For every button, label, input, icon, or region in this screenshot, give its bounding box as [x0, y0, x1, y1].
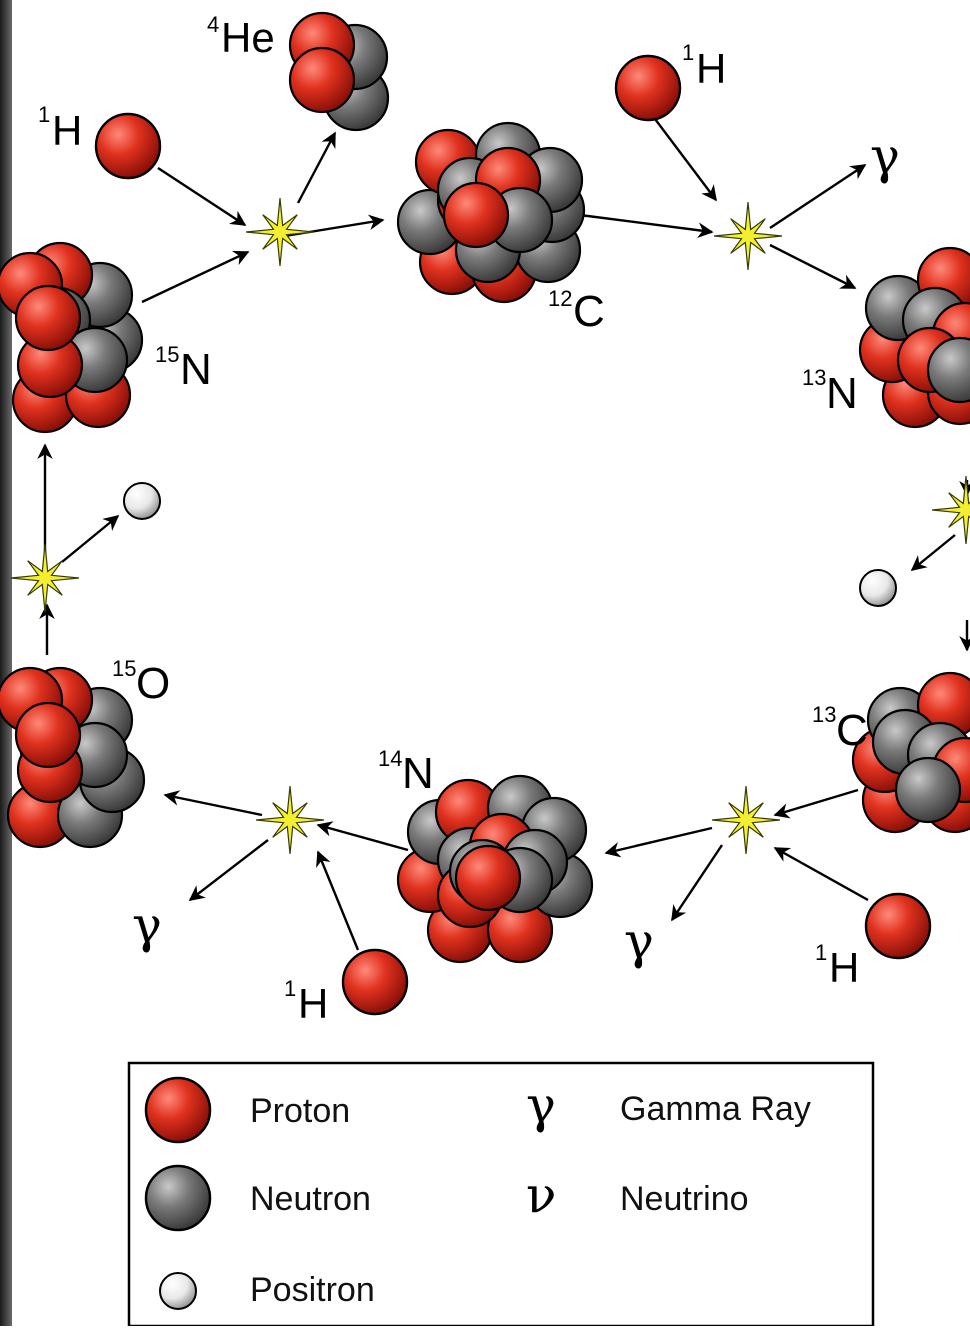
o15-symbol: O	[136, 659, 170, 708]
reaction-flash-bottom-left	[255, 785, 325, 855]
reaction-arrow	[316, 850, 360, 951]
nitrogen-13-nucleus	[858, 246, 970, 429]
reaction-arrow	[604, 826, 713, 858]
reaction-arrow	[316, 821, 409, 852]
reaction-arrow	[773, 846, 869, 902]
o15-mass-number: 15	[112, 656, 136, 681]
legend: Proton Neutron Positron γ Gamma Ray ν Ne…	[127, 1061, 875, 1328]
positron-right	[859, 569, 897, 607]
legend-neutrino-symbol: ν	[526, 1166, 556, 1224]
reaction-arrow	[61, 515, 120, 563]
n13-mass-number: 13	[802, 365, 826, 390]
reaction-arrow	[769, 163, 867, 230]
reaction-arrow	[141, 250, 250, 304]
label-he4: 4 He	[207, 12, 275, 61]
gamma-symbol-topright: γ	[870, 127, 900, 185]
reaction-arrow	[188, 839, 269, 901]
gamma-symbol-bottomleft: γ	[132, 896, 162, 954]
proton	[442, 181, 510, 249]
reaction-arrow	[910, 534, 956, 571]
legend-neutron-label: Neutron	[250, 1180, 371, 1218]
label-n15: 15 N	[155, 342, 212, 394]
hydrogen-proton-topleft	[94, 112, 162, 180]
he4-symbol: He	[221, 14, 275, 61]
legend-gamma-label: Gamma Ray	[620, 1090, 811, 1128]
helium-4-nucleus	[288, 11, 390, 132]
reaction-arrow	[579, 213, 714, 238]
reaction-arrow	[651, 114, 717, 202]
gamma-symbol-bottomright: γ	[624, 912, 654, 970]
nitrogen-14-nucleus	[396, 774, 594, 964]
left-border-strip	[0, 0, 12, 1326]
legend-neutrino-label: Neutrino	[620, 1180, 749, 1218]
h1-symbol: H	[696, 45, 726, 92]
reaction-flash-top-right	[713, 201, 783, 271]
legend-proton-label: Proton	[250, 1092, 350, 1130]
n13-symbol: N	[826, 369, 858, 418]
reaction-arrow	[773, 788, 859, 819]
nitrogen-15-nucleus	[0, 241, 144, 434]
n14-mass-number: 14	[378, 746, 402, 771]
particles-layer	[0, 11, 970, 1016]
reaction-flashes	[10, 197, 970, 855]
legend-positron-label: Positron	[250, 1271, 375, 1309]
reaction-flash-bottom-right	[711, 785, 781, 855]
c12-mass-number: 12	[548, 286, 572, 311]
label-h1-topright: 1 H	[682, 40, 726, 92]
c12-symbol: C	[573, 287, 605, 336]
legend-positron-swatch	[159, 1272, 197, 1310]
reaction-flash-top-left	[245, 197, 315, 267]
reaction-arrow	[671, 844, 723, 922]
label-c13: 13 C	[812, 702, 868, 755]
h1-mass-number: 1	[815, 940, 827, 965]
neutron	[926, 336, 970, 404]
carbon-13-nucleus	[851, 671, 970, 834]
hydrogen-proton-bottomleft	[341, 948, 409, 1016]
proton	[14, 701, 82, 769]
c13-symbol: C	[836, 706, 868, 755]
label-n13: 13 N	[802, 365, 858, 418]
h1-mass-number: 1	[682, 40, 694, 65]
label-h1-bottomright: 1 H	[815, 940, 859, 991]
reaction-arrow	[769, 243, 857, 290]
h1-mass-number: 1	[38, 102, 50, 127]
n14-symbol: N	[402, 749, 434, 798]
n15-mass-number: 15	[155, 342, 179, 367]
reaction-flash-right	[931, 475, 970, 545]
oxygen-15-nucleus	[0, 666, 146, 849]
positron-left	[123, 482, 161, 520]
label-o15: 15 O	[112, 656, 170, 708]
reaction-arrow	[157, 166, 247, 227]
legend-gamma-symbol: γ	[526, 1076, 556, 1134]
label-h1-topleft: 1 H	[38, 102, 82, 154]
proton	[288, 46, 356, 114]
legend-neutron-swatch	[144, 1164, 212, 1232]
proton	[454, 844, 522, 912]
reaction-arrow	[163, 790, 263, 817]
c13-mass-number: 13	[812, 702, 836, 727]
hydrogen-proton-topright	[614, 54, 682, 122]
n15-symbol: N	[180, 345, 212, 394]
h1-symbol: H	[829, 944, 859, 991]
h1-mass-number: 1	[284, 976, 296, 1001]
hydrogen-proton-bottomright	[864, 892, 932, 960]
proton	[14, 284, 82, 352]
label-c12: 12 C	[548, 286, 605, 336]
legend-box	[127, 1061, 875, 1328]
he4-mass-number: 4	[207, 12, 219, 37]
reaction-arrow	[296, 131, 337, 204]
legend-proton-swatch	[144, 1076, 212, 1144]
reaction-flash-left	[10, 543, 80, 613]
neutron	[894, 756, 962, 824]
label-n14: 14 N	[378, 746, 434, 798]
h1-symbol: H	[298, 980, 328, 1027]
carbon-12-nucleus	[396, 121, 586, 304]
h1-symbol: H	[52, 107, 82, 154]
label-h1-bottomleft: 1 H	[284, 976, 328, 1027]
